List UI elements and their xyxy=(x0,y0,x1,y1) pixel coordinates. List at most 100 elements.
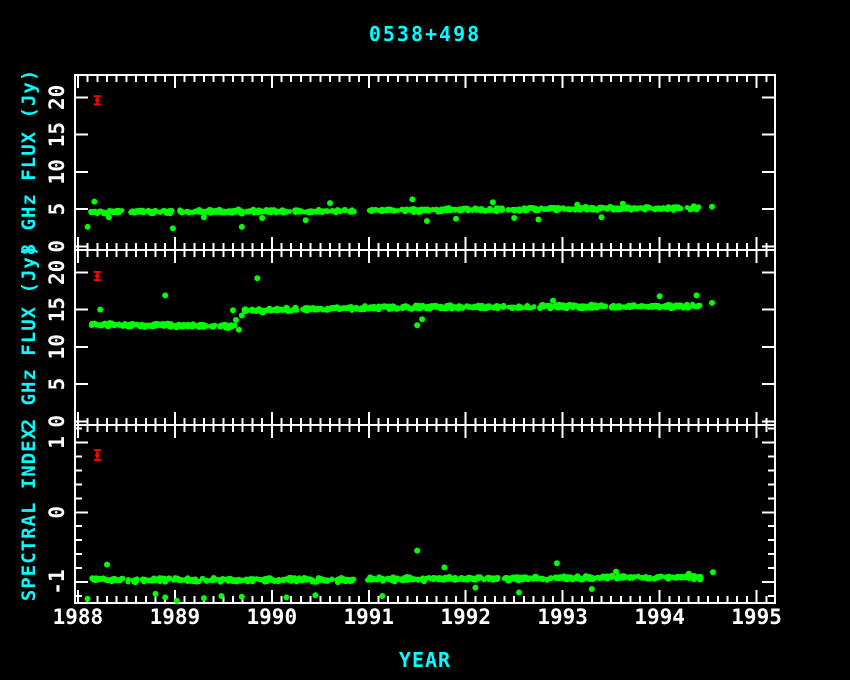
data-point xyxy=(569,303,576,310)
data-point xyxy=(618,305,623,311)
data-point xyxy=(283,576,289,581)
outlier-point xyxy=(453,215,459,222)
data-point xyxy=(406,304,411,310)
outlier-point xyxy=(588,586,595,592)
data-point xyxy=(173,322,180,328)
data-point xyxy=(202,322,207,327)
data-point xyxy=(269,577,276,584)
data-point xyxy=(132,578,139,585)
data-point xyxy=(161,208,166,213)
data-point xyxy=(693,206,700,213)
y-tick-label: 10 xyxy=(45,159,69,184)
data-point xyxy=(375,576,382,582)
data-point xyxy=(238,578,244,584)
data-point xyxy=(276,577,282,584)
outlier-point xyxy=(553,560,560,567)
outlier-point xyxy=(619,200,626,207)
data-point xyxy=(517,576,524,582)
data-point xyxy=(419,302,426,309)
data-point xyxy=(647,303,654,310)
panel-frame-flux-8ghz xyxy=(74,74,776,251)
data-point xyxy=(505,207,512,213)
data-point xyxy=(265,209,271,216)
data-point xyxy=(190,321,196,327)
data-point xyxy=(433,303,440,310)
outlier-point xyxy=(472,584,479,591)
data-point xyxy=(410,577,416,583)
outlier-point xyxy=(489,199,496,206)
data-point xyxy=(626,205,633,212)
data-point xyxy=(390,303,396,309)
data-point xyxy=(653,303,660,309)
outlier-point xyxy=(693,292,700,299)
data-point xyxy=(337,208,343,215)
outlier-point xyxy=(419,316,426,323)
outlier-point xyxy=(200,595,207,602)
data-point xyxy=(606,206,612,212)
x-tick-label: 1994 xyxy=(634,605,685,629)
data-point xyxy=(317,575,324,582)
data-point xyxy=(420,575,426,581)
data-point xyxy=(257,209,263,215)
data-point xyxy=(686,304,693,310)
data-point xyxy=(172,577,179,583)
data-point xyxy=(293,577,300,584)
data-point xyxy=(500,303,507,310)
outlier-point xyxy=(84,223,91,230)
data-point xyxy=(690,301,695,307)
data-point xyxy=(229,577,237,584)
data-point xyxy=(249,306,255,312)
data-point xyxy=(170,322,176,329)
data-point xyxy=(549,205,556,212)
data-point xyxy=(289,307,296,313)
data-point xyxy=(245,577,251,583)
data-point xyxy=(345,304,352,311)
x-axis-label-year: YEAR xyxy=(398,648,452,672)
data-point xyxy=(152,207,159,215)
data-point xyxy=(158,322,165,329)
data-point xyxy=(692,574,699,581)
outlier-point xyxy=(169,225,176,232)
data-point xyxy=(592,304,600,311)
data-point xyxy=(386,304,392,310)
y-tick-label: 10 xyxy=(45,334,69,359)
data-point xyxy=(238,210,246,217)
data-point xyxy=(134,209,141,215)
outlier-point xyxy=(254,275,261,282)
data-point xyxy=(110,208,115,214)
data-point xyxy=(216,208,222,214)
data-point xyxy=(221,321,228,328)
data-point xyxy=(486,577,492,582)
outlier-point xyxy=(152,590,159,597)
data-point xyxy=(473,305,479,310)
outlier-point xyxy=(511,215,518,221)
data-point xyxy=(460,305,466,310)
outlier-point xyxy=(535,216,542,223)
data-point xyxy=(393,576,400,583)
data-point xyxy=(379,208,385,215)
y-tick-label: 5 xyxy=(45,203,69,216)
data-point xyxy=(314,208,321,215)
data-point xyxy=(197,322,203,328)
data-point xyxy=(141,210,147,216)
data-point xyxy=(357,306,364,313)
outlier-point xyxy=(162,292,169,299)
outlier-point xyxy=(312,592,319,599)
outlier-point xyxy=(302,217,309,224)
data-point xyxy=(439,207,446,214)
data-point xyxy=(566,206,574,213)
data-point xyxy=(490,575,496,581)
data-point xyxy=(697,574,704,581)
data-point xyxy=(242,306,248,312)
data-point xyxy=(469,207,476,213)
outlier-point xyxy=(709,299,715,306)
data-point xyxy=(482,207,489,214)
y-tick-label: 0 xyxy=(45,415,69,428)
data-point xyxy=(634,205,641,212)
outlier-point xyxy=(97,306,104,313)
outlier-point xyxy=(105,214,112,221)
outlier-point xyxy=(441,564,448,571)
data-point xyxy=(518,207,525,213)
outlier-point xyxy=(574,201,581,208)
data-point xyxy=(526,205,533,212)
